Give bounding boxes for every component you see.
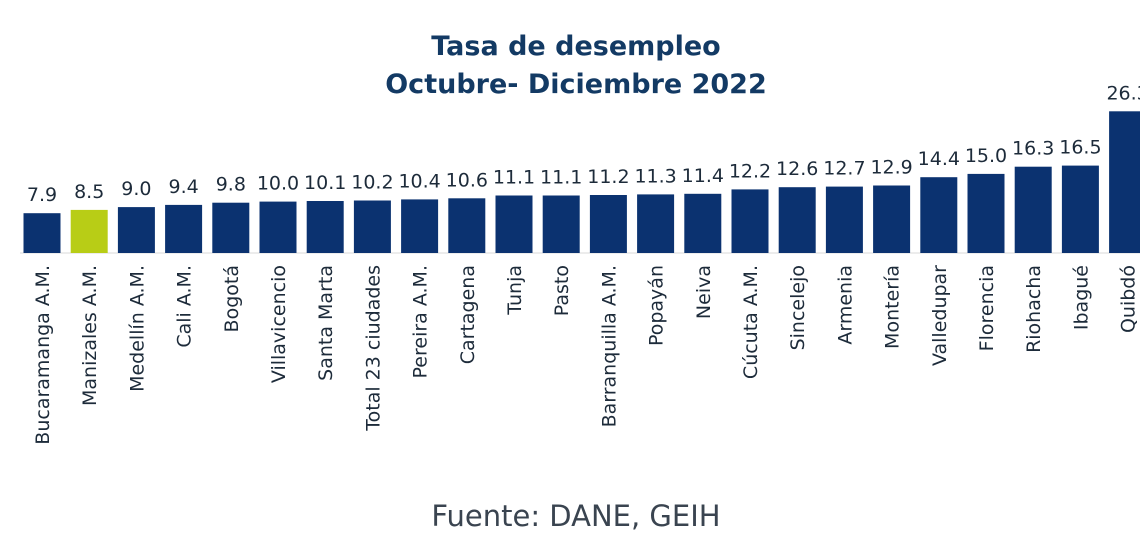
category-label-quibdo: Quibdó <box>1118 265 1140 333</box>
value-label-cali-a-m: 9.4 <box>168 176 198 198</box>
value-label-villavicencio: 10.0 <box>257 173 299 195</box>
source-note: Fuente: DANE, GEIH <box>431 499 720 533</box>
bar-sincelejo <box>778 187 816 253</box>
value-label-santa-marta: 10.1 <box>304 172 346 194</box>
bars-group <box>23 111 1140 253</box>
category-label-bogota: Bogotá <box>221 265 243 332</box>
category-label-villavicencio: Villavicencio <box>268 265 290 383</box>
bar-pasto <box>542 195 580 253</box>
category-label-florencia: Florencia <box>976 265 998 351</box>
category-label-pasto: Pasto <box>551 265 573 316</box>
value-label-ibague: 16.5 <box>1059 137 1101 159</box>
bar-valledupar <box>920 177 958 253</box>
bar-neiva <box>684 193 722 253</box>
value-label-florencia: 15.0 <box>965 145 1007 167</box>
value-label-riohacha: 16.3 <box>1012 138 1054 160</box>
category-label-bucaramanga-a-m: Bucaramanga A.M. <box>32 265 54 445</box>
value-label-barranquilla-a-m: 11.2 <box>587 166 629 188</box>
bar-pereira-a-m <box>401 199 439 253</box>
category-label-monteria: Montería <box>882 265 904 349</box>
value-label-valledupar: 14.4 <box>918 148 960 170</box>
bar-cucuta-a-m <box>731 189 769 253</box>
category-label-sincelejo: Sincelejo <box>787 265 809 350</box>
value-label-monteria: 12.9 <box>870 157 912 179</box>
category-label-cucuta-a-m: Cúcuta A.M. <box>740 265 762 379</box>
chart-subtitle: Octubre- Diciembre 2022 <box>385 69 767 100</box>
value-label-armenia: 12.7 <box>823 158 865 180</box>
value-label-popayan: 11.3 <box>634 165 676 187</box>
chart-title: Tasa de desempleo <box>431 31 721 62</box>
value-label-pereira-a-m: 10.4 <box>398 170 440 192</box>
bar-bucaramanga-a-m <box>23 213 61 253</box>
value-label-medellin-a-m: 9.0 <box>121 178 151 200</box>
category-label-armenia: Armenia <box>834 265 856 345</box>
category-label-medellin-a-m: Medellín A.M. <box>126 265 148 392</box>
bar-santa-marta <box>306 201 344 253</box>
value-label-bogota: 9.8 <box>216 174 246 196</box>
bar-riohacha <box>1014 166 1052 253</box>
category-label-riohacha: Riohacha <box>1023 265 1045 353</box>
bar-florencia <box>967 173 1005 253</box>
value-label-manizales-a-m: 8.5 <box>74 181 104 203</box>
value-label-sincelejo: 12.6 <box>776 158 818 180</box>
bar-quibdo <box>1109 111 1140 253</box>
category-label-valledupar: Valledupar <box>929 265 951 366</box>
value-label-cucuta-a-m: 12.2 <box>729 160 771 182</box>
category-label-popayan: Popayán <box>646 265 668 346</box>
value-label-total-23-ciudades: 10.2 <box>351 172 393 194</box>
value-label-pasto: 11.1 <box>540 167 582 189</box>
category-label-neiva: Neiva <box>693 265 715 319</box>
value-label-tunja: 11.1 <box>493 167 535 189</box>
category-labels-group: Bucaramanga A.M. Manizales A.M. Medellín A… <box>32 265 1140 445</box>
category-label-barranquilla-a-m: Barranquilla A.M. <box>598 265 620 427</box>
bar-manizales-a-m <box>70 209 108 253</box>
bar-armenia <box>825 186 863 253</box>
value-label-bucaramanga-a-m: 7.9 <box>27 184 57 206</box>
bar-cali-a-m <box>165 204 203 253</box>
value-label-neiva: 11.4 <box>682 165 724 187</box>
category-label-manizales-a-m: Manizales A.M. <box>79 265 101 406</box>
bar-popayan <box>637 194 675 253</box>
bar-villavicencio <box>259 201 297 253</box>
value-label-cartagena: 10.6 <box>446 169 488 191</box>
bar-barranquilla-a-m <box>589 195 627 253</box>
bar-ibague <box>1061 165 1099 253</box>
category-label-tunja: Tunja <box>504 265 526 316</box>
category-label-total-23-ciudades: Total 23 ciudades <box>362 265 384 432</box>
bar-medellin-a-m <box>117 207 155 253</box>
category-label-pereira-a-m: Pereira A.M. <box>410 265 432 378</box>
category-label-cartagena: Cartagena <box>457 265 479 364</box>
category-label-cali-a-m: Cali A.M. <box>174 265 196 348</box>
bar-bogota <box>212 202 250 253</box>
value-label-quibdo: 26.3 <box>1106 82 1140 104</box>
bar-cartagena <box>448 198 486 253</box>
category-label-ibague: Ibagué <box>1070 265 1092 330</box>
category-label-santa-marta: Santa Marta <box>315 265 337 381</box>
value-labels-group: 7.9 8.5 9.0 9.4 9.8 10.0 10.1 10.2 10.4 10.6 11.1 1… <box>27 82 1140 206</box>
bar-tunja <box>495 195 533 253</box>
bar-total-23-ciudades <box>353 200 391 253</box>
bar-monteria <box>873 185 911 253</box>
